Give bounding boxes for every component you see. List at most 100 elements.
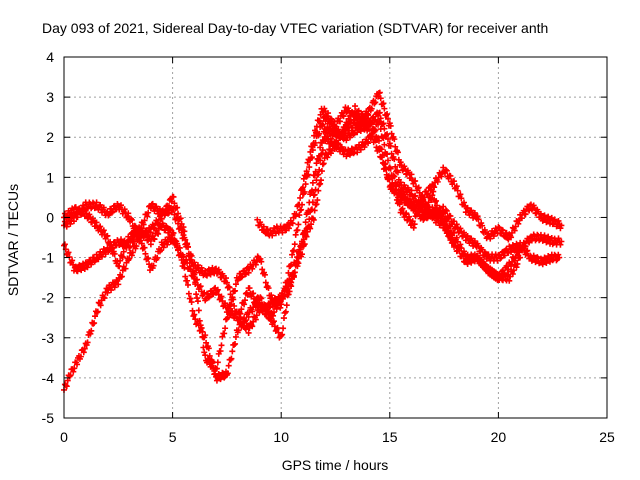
chart-title: Day 093 of 2021, Sidereal Day-to-day VTE… [42, 20, 548, 36]
data-point [443, 168, 445, 171]
data-markers [254, 103, 456, 246]
data-point [341, 136, 343, 139]
data-point [360, 116, 363, 118]
data-point [497, 276, 500, 279]
data-point [193, 276, 196, 279]
data-point [128, 236, 130, 239]
y-tick-label: -2 [42, 290, 55, 306]
data-point [247, 312, 250, 315]
x-tick-label: 15 [382, 429, 398, 445]
data-point [475, 256, 478, 259]
data-point [97, 304, 100, 307]
data-point [226, 280, 228, 283]
data-point [378, 92, 380, 94]
data-point [74, 216, 76, 219]
data-point [508, 248, 511, 251]
data-point [171, 196, 174, 199]
data-point [106, 248, 109, 251]
data-point [247, 288, 250, 291]
data-point [276, 228, 278, 231]
x-tick-label: 0 [60, 429, 68, 445]
data-point [412, 224, 415, 227]
x-axis-label: GPS time / hours [282, 457, 389, 473]
data-point [215, 377, 217, 379]
data-point [345, 136, 348, 139]
data-point [530, 204, 532, 207]
data-point [560, 240, 563, 243]
data-point [282, 228, 285, 231]
y-tick-label: 0 [46, 209, 54, 225]
data-point [193, 264, 196, 267]
data-point [497, 256, 500, 259]
data-point [389, 144, 391, 147]
data-point [280, 336, 283, 339]
data-point [389, 124, 391, 126]
data-point [308, 156, 311, 159]
x-tick-label: 5 [169, 429, 177, 445]
data-point [454, 244, 456, 247]
data-point [74, 268, 76, 271]
data-point [91, 324, 94, 327]
data-point [443, 216, 445, 219]
data-point [486, 256, 489, 259]
data-point [95, 224, 98, 227]
data-point [226, 316, 228, 319]
y-tick-label: -3 [42, 330, 55, 346]
data-point [334, 144, 337, 147]
data-point [386, 176, 389, 179]
data-point [247, 268, 250, 271]
data-point [160, 244, 163, 247]
data-point [150, 240, 152, 243]
data-point [410, 176, 413, 179]
y-tick-label: 1 [46, 169, 54, 185]
data-point [334, 128, 337, 130]
data-point [193, 316, 196, 319]
data-point [312, 216, 315, 219]
data-point [486, 268, 489, 271]
data-point [236, 316, 239, 319]
data-point [541, 260, 543, 263]
data-point [69, 373, 72, 375]
data-point [378, 112, 380, 114]
y-tick-label: 4 [46, 49, 54, 65]
data-point [128, 256, 130, 259]
data-point [519, 244, 521, 247]
data-point [508, 236, 511, 239]
data-point [269, 232, 272, 235]
data-point [280, 296, 283, 299]
data-point [84, 345, 87, 347]
data-point [160, 212, 163, 215]
data-point [328, 116, 330, 118]
data-point [302, 248, 304, 251]
data-point [410, 204, 413, 207]
data-point [106, 236, 109, 239]
x-tick-label: 10 [273, 429, 289, 445]
data-point [486, 236, 489, 239]
data-point [236, 328, 239, 331]
data-point [367, 128, 369, 130]
data-point [399, 164, 402, 167]
data-point [312, 196, 315, 199]
data-point [454, 224, 456, 227]
data-point [519, 216, 521, 219]
data-point [443, 208, 445, 211]
data-point [128, 216, 130, 219]
data-point [315, 128, 317, 130]
data-point [269, 304, 272, 307]
data-point [117, 280, 120, 283]
data-point [171, 208, 174, 211]
data-point [117, 240, 120, 243]
data-point [269, 316, 272, 319]
data-point [465, 236, 467, 239]
data-point [280, 304, 283, 307]
data-point [508, 264, 511, 267]
data-point [451, 240, 454, 243]
data-point [393, 188, 395, 191]
data-point [541, 216, 543, 219]
data-point [139, 236, 141, 239]
data-point [323, 156, 326, 159]
x-tick-label: 25 [599, 429, 615, 445]
data-point [406, 216, 408, 219]
y-axis-label: SDTVAR / TECUs [5, 184, 21, 296]
data-point [389, 168, 391, 171]
